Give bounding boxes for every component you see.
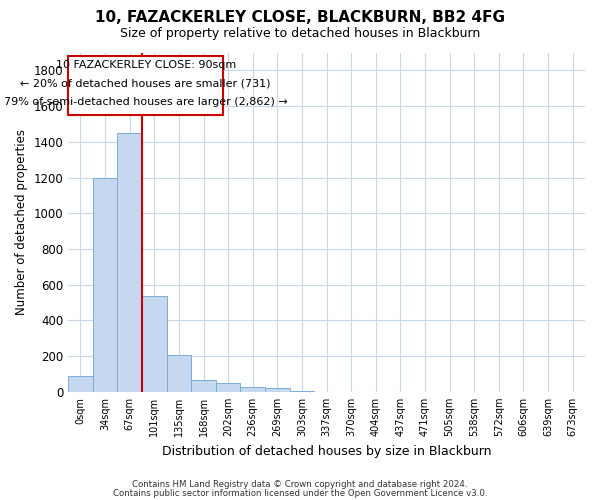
X-axis label: Distribution of detached houses by size in Blackburn: Distribution of detached houses by size … <box>162 444 491 458</box>
Bar <box>118 133 142 392</box>
Text: ← 20% of detached houses are smaller (731): ← 20% of detached houses are smaller (73… <box>20 79 271 89</box>
Bar <box>216 383 241 392</box>
Text: 10 FAZACKERLEY CLOSE: 90sqm: 10 FAZACKERLEY CLOSE: 90sqm <box>56 60 236 70</box>
Bar <box>265 388 290 392</box>
Bar <box>191 380 216 392</box>
Text: Size of property relative to detached houses in Blackburn: Size of property relative to detached ho… <box>120 28 480 40</box>
Bar <box>290 391 314 392</box>
Text: Contains HM Land Registry data © Crown copyright and database right 2024.: Contains HM Land Registry data © Crown c… <box>132 480 468 489</box>
Bar <box>93 178 118 392</box>
Text: 79% of semi-detached houses are larger (2,862) →: 79% of semi-detached houses are larger (… <box>4 98 287 108</box>
Text: Contains public sector information licensed under the Open Government Licence v3: Contains public sector information licen… <box>113 488 487 498</box>
Bar <box>142 296 167 392</box>
Bar <box>241 388 265 392</box>
Bar <box>167 355 191 392</box>
Text: 10, FAZACKERLEY CLOSE, BLACKBURN, BB2 4FG: 10, FAZACKERLEY CLOSE, BLACKBURN, BB2 4F… <box>95 10 505 25</box>
Bar <box>68 376 93 392</box>
Y-axis label: Number of detached properties: Number of detached properties <box>15 129 28 315</box>
